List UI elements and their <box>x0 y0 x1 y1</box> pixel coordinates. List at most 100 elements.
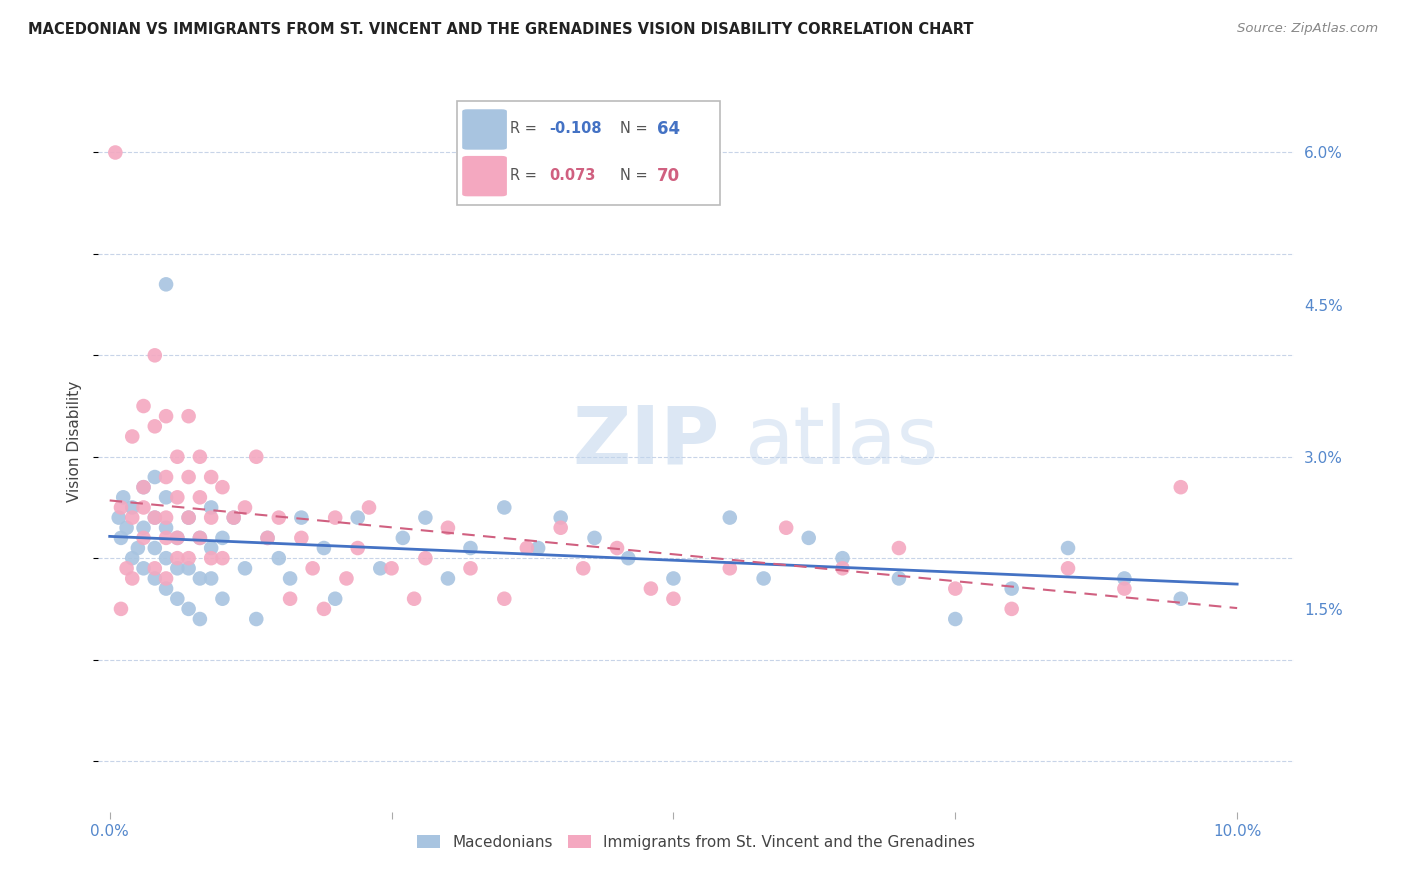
Point <box>662 571 685 585</box>
Point <box>312 602 335 616</box>
Point <box>143 348 166 362</box>
Point <box>132 561 155 575</box>
Point <box>166 531 188 545</box>
Point <box>143 541 166 555</box>
Point <box>132 480 155 494</box>
Point <box>640 582 662 596</box>
Point <box>177 510 200 524</box>
Point <box>346 541 368 555</box>
Point <box>200 551 222 566</box>
Point <box>143 561 166 575</box>
Point <box>107 510 129 524</box>
Point <box>290 531 312 545</box>
Point <box>121 510 143 524</box>
Point <box>752 571 775 585</box>
Point <box>177 602 200 616</box>
Point <box>256 531 278 545</box>
Point <box>110 531 132 545</box>
Point <box>460 541 482 555</box>
Point <box>155 470 177 484</box>
Point <box>166 491 188 505</box>
Point <box>166 561 188 575</box>
Point <box>188 450 211 464</box>
Point <box>211 551 233 566</box>
Point <box>155 277 177 292</box>
Point <box>245 612 267 626</box>
Point <box>831 551 853 566</box>
Point <box>211 531 233 545</box>
Point <box>233 561 256 575</box>
Point <box>200 470 222 484</box>
Point <box>437 521 460 535</box>
Point <box>132 480 155 494</box>
Point <box>550 521 572 535</box>
Point <box>550 510 572 524</box>
Point <box>177 561 200 575</box>
Point <box>527 541 550 555</box>
Point <box>155 491 177 505</box>
Point <box>1170 591 1192 606</box>
Point <box>301 561 323 575</box>
Point <box>188 531 211 545</box>
Point <box>267 510 290 524</box>
Point <box>155 409 177 424</box>
Point <box>188 491 211 505</box>
Point <box>110 602 132 616</box>
Point <box>200 500 222 515</box>
Point <box>115 561 138 575</box>
Point <box>155 531 177 545</box>
Point <box>415 510 437 524</box>
Point <box>115 521 138 535</box>
Point <box>718 510 741 524</box>
Point <box>606 541 628 555</box>
Point <box>155 510 177 524</box>
Point <box>267 551 290 566</box>
Point <box>572 561 595 575</box>
Point <box>188 571 211 585</box>
Text: Source: ZipAtlas.com: Source: ZipAtlas.com <box>1237 22 1378 36</box>
Point <box>1114 571 1136 585</box>
Point <box>437 571 460 585</box>
Y-axis label: Vision Disability: Vision Disability <box>67 381 83 502</box>
Point <box>143 419 166 434</box>
Point <box>323 510 346 524</box>
Point <box>121 551 143 566</box>
Point <box>583 531 606 545</box>
Point <box>143 470 166 484</box>
Point <box>1001 602 1024 616</box>
Point <box>177 510 200 524</box>
Point <box>211 480 233 494</box>
Point <box>943 612 966 626</box>
Point <box>256 531 278 545</box>
Point <box>222 510 245 524</box>
Point <box>143 510 166 524</box>
Point <box>460 561 482 575</box>
Point <box>188 531 211 545</box>
Point <box>127 541 149 555</box>
Point <box>104 145 127 160</box>
Point <box>357 500 380 515</box>
Text: ZIP: ZIP <box>572 402 720 481</box>
Point <box>380 561 402 575</box>
Point <box>200 510 222 524</box>
Legend: Macedonians, Immigrants from St. Vincent and the Grenadines: Macedonians, Immigrants from St. Vincent… <box>411 829 981 856</box>
Point <box>662 591 685 606</box>
Point <box>312 541 335 555</box>
Point <box>177 551 200 566</box>
Point <box>155 551 177 566</box>
Point <box>121 500 143 515</box>
Point <box>887 571 910 585</box>
Point <box>1057 561 1080 575</box>
Point <box>368 561 391 575</box>
Point <box>278 591 301 606</box>
Point <box>110 500 132 515</box>
Point <box>617 551 640 566</box>
Point <box>943 582 966 596</box>
Point <box>155 521 177 535</box>
Point <box>887 541 910 555</box>
Text: atlas: atlas <box>744 402 938 481</box>
Point <box>404 591 426 606</box>
Point <box>718 561 741 575</box>
Point <box>392 531 415 545</box>
Point <box>155 582 177 596</box>
